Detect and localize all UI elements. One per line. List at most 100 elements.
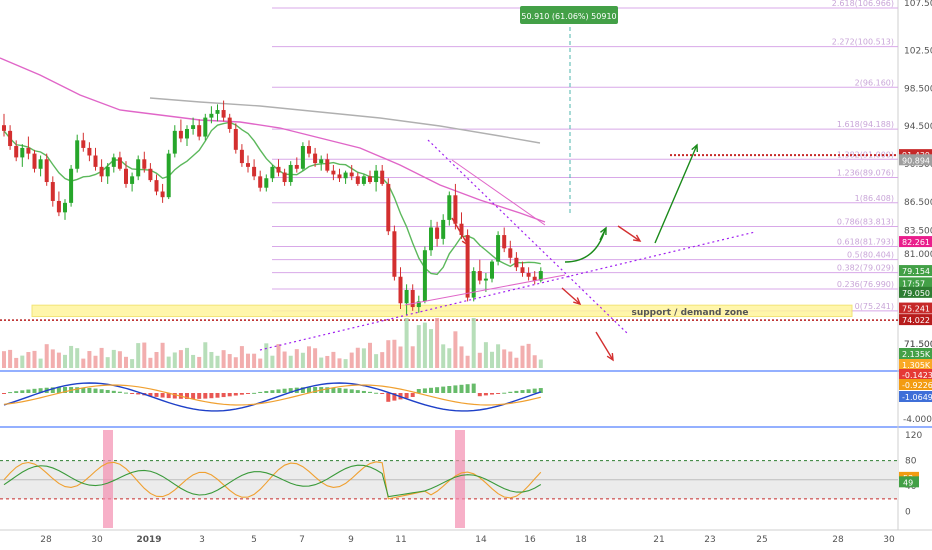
curved-arrow: [599, 227, 607, 241]
macd-histogram-bar: [117, 391, 122, 393]
price-tick-label: 102.500: [904, 46, 932, 56]
price-badge: [899, 154, 932, 166]
volume-bar: [416, 325, 421, 368]
time-tick-label: 5: [251, 535, 257, 545]
time-tick-label: 16: [524, 535, 536, 545]
candle-body: [233, 128, 238, 150]
macd-histogram-bar: [56, 387, 61, 393]
volume-bar: [185, 347, 189, 368]
volume-bar: [404, 318, 409, 368]
time-tick-label: 2019: [136, 535, 161, 545]
candle-body: [380, 170, 385, 184]
volume-bar: [197, 356, 202, 368]
macd-badge: [899, 369, 932, 380]
macd-histogram-bar: [203, 393, 208, 399]
volume-bar: [471, 318, 476, 368]
volume-bar: [526, 343, 531, 368]
price-badge: [899, 302, 932, 314]
candle-body: [270, 166, 275, 179]
macd-histogram-bar: [502, 392, 507, 394]
macd-histogram-bar: [526, 389, 531, 393]
macd-line: [3, 382, 542, 412]
measure-badge: [520, 6, 618, 24]
volume-badge: [899, 359, 932, 370]
volume-bar: [459, 346, 464, 368]
macd-histogram-bar: [233, 393, 238, 396]
candle-body: [465, 235, 470, 298]
fib-level-label: 1.382(91.000): [837, 150, 894, 159]
volume-bar: [246, 353, 250, 368]
volume-bar: [252, 353, 257, 368]
candle-body: [435, 227, 440, 239]
price-tick-label: 98.500: [904, 84, 932, 94]
macd-histogram-bar: [8, 392, 13, 394]
zone-label: support / demand zone: [631, 308, 748, 318]
volume-bar: [8, 349, 13, 368]
volume-bar: [130, 359, 135, 368]
support-demand-zone: [31, 304, 853, 318]
macd-histogram-bar: [447, 386, 452, 393]
macd-histogram-bar: [361, 390, 366, 393]
candle-body: [239, 149, 244, 164]
macd-histogram-bar: [508, 391, 513, 393]
candle-body: [124, 168, 128, 184]
macd-histogram-bar: [307, 387, 311, 393]
candle-body: [172, 130, 177, 154]
macd-histogram-bar: [32, 388, 37, 393]
volume-bar: [380, 352, 385, 368]
volume-bar: [349, 352, 354, 368]
candle-body: [526, 272, 531, 277]
candle-body: [294, 164, 299, 169]
macd-histogram-bar: [429, 387, 433, 393]
macd-histogram-bar: [246, 393, 250, 394]
candle-body: [355, 176, 360, 184]
volume-bar: [477, 352, 482, 368]
macd-histogram-bar: [258, 391, 263, 393]
bearish-arrow-head: [606, 352, 614, 362]
candle-body: [246, 163, 250, 167]
descending-trendline: [427, 139, 629, 335]
time-tick-label: 3: [199, 535, 205, 545]
macd-histogram-bar: [410, 393, 415, 397]
candle-body: [325, 159, 330, 171]
candle-body: [300, 146, 305, 169]
macd-histogram-bar: [368, 391, 372, 393]
volume-bar: [172, 352, 177, 368]
macd-histogram-bar: [532, 388, 537, 393]
macd-histogram-bar: [477, 393, 482, 397]
candle-body: [252, 166, 257, 177]
macd-histogram-bar: [483, 393, 488, 396]
candle-body: [105, 166, 110, 177]
macd-histogram-bar: [221, 393, 226, 398]
macd-histogram-bar: [422, 388, 427, 393]
macd-badge-label: -0.9226: [902, 381, 932, 390]
candle-body: [38, 159, 43, 169]
volume-bar: [69, 345, 74, 368]
bullish-arrow-head: [691, 143, 699, 153]
volume-bar: [490, 351, 494, 368]
volume-bar: [325, 355, 330, 368]
macd-histogram-bar: [75, 387, 80, 393]
macd-histogram-bar: [239, 393, 244, 395]
macd-histogram-bar: [136, 393, 141, 395]
volume-bar: [233, 357, 238, 368]
candle-body: [483, 278, 488, 281]
candle-body: [178, 130, 183, 139]
volume-bar: [26, 352, 31, 368]
candle-body: [490, 261, 494, 279]
candle-body: [288, 164, 293, 183]
bearish-arrow: [595, 331, 614, 361]
macd-histogram-bar: [331, 387, 336, 393]
volume-bar: [331, 351, 336, 368]
volume-bar: [38, 358, 43, 368]
candle-body: [148, 168, 153, 181]
macd-histogram-bar: [93, 388, 98, 393]
volume-bar: [514, 357, 519, 368]
macd-histogram-bar: [282, 388, 287, 393]
oscillator-d-line: [3, 464, 542, 498]
macd-badge: [899, 391, 932, 402]
candle-body: [477, 271, 482, 281]
fib-level-label: 1(86.408): [855, 194, 894, 203]
